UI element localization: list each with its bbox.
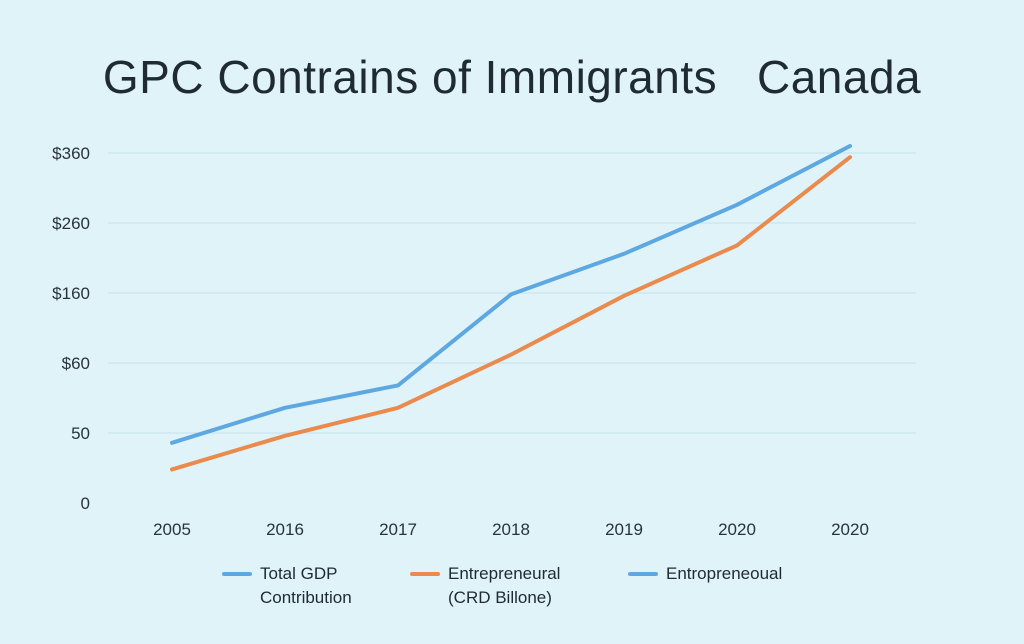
legend-label-entropreneoual: Entropreneoual xyxy=(666,564,783,583)
x-tick-label: 2016 xyxy=(266,520,304,539)
y-tick-label: $360 xyxy=(52,144,90,163)
x-tick-label: 2017 xyxy=(379,520,417,539)
y-tick-label: $260 xyxy=(52,214,90,233)
legend-swatch-entropreneoual xyxy=(628,572,658,576)
x-tick-label: 2019 xyxy=(605,520,643,539)
series-lines xyxy=(170,144,852,472)
y-tick-label: $60 xyxy=(62,354,90,373)
x-tick-label: 2005 xyxy=(153,520,191,539)
legend-label-entrepreneural: Entrepreneural (CRD Billone) xyxy=(448,564,561,607)
legend-item-entropreneoual: Entropreneoual xyxy=(628,562,782,586)
y-tick-label: $160 xyxy=(52,284,90,303)
legend-label-total-gdp: Total GDP Contribution xyxy=(260,564,352,607)
x-tick-label: 2020 xyxy=(831,520,869,539)
x-tick-label: 2020 xyxy=(718,520,756,539)
legend-swatch-entrepreneural xyxy=(410,572,440,576)
x-axis-ticks: 2005 2016 2017 2018 2019 2020 2020 xyxy=(153,520,869,539)
y-axis-ticks: 0 50 $60 $160 $260 $360 xyxy=(52,144,90,513)
x-tick-label: 2018 xyxy=(492,520,530,539)
series-line-1 xyxy=(170,155,852,472)
series-line-0 xyxy=(170,144,852,445)
legend-item-total-gdp: Total GDP Contribution xyxy=(222,562,352,610)
legend-swatch-total-gdp xyxy=(222,572,252,576)
legend-item-entrepreneural: Entrepreneural (CRD Billone) xyxy=(410,562,560,610)
y-tick-label: 0 xyxy=(81,494,90,513)
y-tick-label: 50 xyxy=(71,424,90,443)
chart-title: GPC Contrains of Immigrants Canada xyxy=(102,51,922,103)
